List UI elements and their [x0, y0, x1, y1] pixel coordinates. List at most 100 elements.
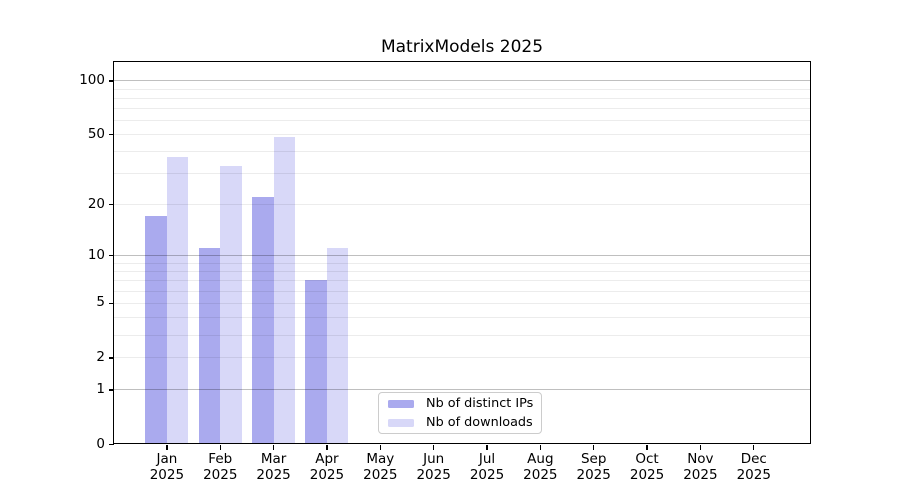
x-tick-mark	[326, 445, 328, 450]
x-tick-mark	[166, 445, 168, 450]
x-tick-month: Apr	[315, 451, 339, 467]
x-tick-year: 2025	[309, 466, 345, 483]
y-tick-mark	[108, 134, 114, 136]
bar-nb-of-downloads-mar	[273, 137, 296, 443]
gridline-major	[113, 255, 811, 257]
x-tick-mark	[699, 445, 702, 450]
x-tick-month: Oct	[635, 451, 659, 467]
y-tick-label: 100	[79, 71, 105, 88]
chart-title: MatrixModels 2025	[380, 37, 544, 57]
x-tick-label-apr: Apr 2025	[300, 451, 354, 483]
x-tick-mark	[753, 445, 755, 450]
x-tick-label-sep: Sep 2025	[567, 451, 621, 483]
x-tick-year: 2025	[629, 466, 665, 483]
bar-nb-of-downloads-jan	[166, 157, 189, 443]
x-tick-year: 2025	[683, 466, 718, 483]
gridline-minor	[113, 302, 811, 304]
gridline-major	[113, 389, 811, 391]
y-tick-mark	[108, 444, 114, 446]
x-tick-year: 2025	[416, 466, 451, 483]
gridline-minor	[113, 334, 811, 336]
y-tick-mark	[108, 357, 114, 359]
x-tick-label-nov: Nov 2025	[673, 451, 727, 483]
x-tick-year: 2025	[149, 466, 185, 483]
x-tick-month: Aug	[527, 451, 554, 467]
x-tick-mark	[486, 445, 488, 450]
legend: Nb of distinct IPs Nb of downloads	[378, 392, 542, 434]
x-tick-label-feb: Feb 2025	[193, 451, 247, 483]
legend-label-distinct-ips: Nb of distinct IPs	[426, 396, 534, 411]
y-tick-label: 50	[87, 125, 105, 142]
gridline-minor	[113, 317, 811, 319]
x-tick-label-oct: Oct 2025	[620, 451, 674, 483]
x-tick-mark	[593, 445, 595, 450]
x-tick-year: 2025	[736, 466, 771, 483]
x-tick-month: Jun	[423, 451, 445, 467]
gridline-minor	[113, 262, 811, 264]
gridline-minor	[113, 204, 811, 206]
x-tick-month: Mar	[260, 451, 287, 467]
bar-nb-of-downloads-apr	[326, 248, 349, 443]
legend-entry-distinct-ips: Nb of distinct IPs	[379, 396, 541, 412]
x-tick-year: 2025	[523, 466, 558, 483]
x-tick-year: 2025	[363, 466, 398, 483]
x-tick-mark	[646, 445, 648, 450]
legend-label-downloads: Nb of downloads	[426, 415, 533, 430]
x-tick-month: Dec	[740, 451, 767, 467]
bar-nb-of-distinct-ips-jan	[145, 216, 167, 443]
y-tick-mark	[108, 204, 114, 206]
legend-entry-downloads: Nb of downloads	[379, 415, 541, 431]
gridline-minor	[113, 108, 811, 110]
y-tick-mark	[108, 80, 114, 82]
y-tick-label: 5	[96, 294, 105, 311]
x-tick-label-dec: Dec 2025	[727, 451, 781, 483]
y-tick-label: 0	[96, 435, 105, 452]
gridline-major	[113, 80, 811, 82]
x-tick-month: Jan	[156, 451, 178, 467]
x-tick-label-mar: Mar 2025	[247, 451, 301, 483]
gridline-minor	[113, 120, 811, 122]
y-tick-label: 2	[96, 348, 105, 365]
x-tick-year: 2025	[256, 466, 291, 483]
downloads-swatch-icon	[388, 418, 414, 427]
x-tick-mark	[379, 445, 381, 450]
gridline-minor	[113, 280, 811, 282]
gridline-minor	[113, 173, 811, 175]
x-tick-label-aug: Aug 2025	[513, 451, 567, 483]
x-tick-year: 2025	[469, 466, 505, 483]
gridline-minor	[113, 290, 811, 292]
y-tick-mark	[108, 302, 114, 305]
x-tick-month: Jul	[478, 451, 496, 467]
y-tick-label: 20	[87, 195, 105, 212]
distinct-ips-swatch-icon	[388, 399, 414, 408]
y-tick-label: 10	[87, 246, 105, 263]
x-tick-mark	[433, 445, 435, 450]
x-tick-year: 2025	[203, 466, 238, 483]
gridline-minor	[113, 151, 811, 153]
x-tick-year: 2025	[576, 466, 611, 483]
gridline-minor	[113, 134, 811, 136]
gridline-minor	[113, 357, 811, 359]
x-tick-month: May	[366, 451, 395, 467]
gridline-minor	[113, 270, 811, 272]
x-tick-label-jul: Jul 2025	[460, 451, 514, 483]
bar-nb-of-distinct-ips-mar	[252, 196, 274, 443]
bar-nb-of-distinct-ips-feb	[198, 248, 221, 443]
bar-nb-of-downloads-feb	[220, 166, 242, 443]
x-tick-mark	[219, 445, 221, 450]
y-tick-mark	[108, 255, 114, 257]
x-tick-label-jun: Jun 2025	[407, 451, 461, 483]
x-tick-month: Nov	[687, 451, 714, 467]
x-tick-mark	[273, 445, 275, 450]
x-tick-month: Feb	[208, 451, 233, 467]
y-tick-mark	[108, 389, 114, 391]
x-tick-label-jan: Jan 2025	[140, 451, 194, 483]
x-tick-label-may: May 2025	[353, 451, 407, 483]
bar-nb-of-distinct-ips-apr	[305, 280, 327, 443]
y-tick-label: 1	[96, 380, 105, 397]
x-tick-mark	[539, 445, 542, 450]
x-tick-month: Sep	[580, 451, 607, 467]
